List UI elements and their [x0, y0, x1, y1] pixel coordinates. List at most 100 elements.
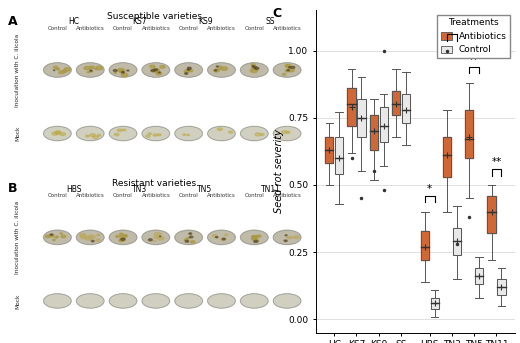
Circle shape	[154, 233, 161, 236]
Circle shape	[215, 70, 217, 71]
Circle shape	[158, 134, 161, 136]
Text: **: **	[491, 157, 502, 167]
Bar	[497, 279, 505, 295]
Bar	[453, 228, 461, 255]
Circle shape	[92, 240, 94, 242]
Circle shape	[285, 70, 290, 72]
Y-axis label: Seed rot severity: Seed rot severity	[274, 130, 284, 213]
Circle shape	[255, 133, 261, 136]
Circle shape	[142, 230, 170, 245]
Circle shape	[187, 134, 189, 135]
Circle shape	[62, 70, 67, 72]
Circle shape	[207, 294, 235, 308]
Circle shape	[120, 238, 125, 241]
Text: B: B	[8, 182, 18, 196]
Text: Antibiotics: Antibiotics	[207, 193, 236, 198]
Circle shape	[60, 233, 62, 234]
Legend: Antibiotics, Control: Antibiotics, Control	[437, 15, 510, 58]
Circle shape	[55, 131, 61, 134]
Text: KS7: KS7	[132, 17, 147, 26]
Circle shape	[53, 239, 55, 240]
Circle shape	[217, 128, 223, 130]
Circle shape	[221, 67, 227, 70]
Circle shape	[229, 131, 233, 133]
Circle shape	[219, 66, 222, 67]
Bar	[335, 137, 343, 174]
Circle shape	[49, 234, 54, 237]
Circle shape	[57, 68, 59, 70]
Circle shape	[154, 69, 158, 71]
Circle shape	[55, 237, 58, 238]
Circle shape	[44, 63, 71, 77]
Circle shape	[121, 235, 127, 238]
Circle shape	[241, 63, 268, 77]
Circle shape	[57, 236, 58, 237]
Text: Antibiotics: Antibiotics	[141, 193, 170, 198]
Circle shape	[207, 126, 235, 141]
Circle shape	[61, 235, 66, 238]
Circle shape	[287, 70, 289, 71]
Circle shape	[124, 235, 127, 237]
Circle shape	[146, 135, 150, 137]
Text: SS: SS	[266, 17, 276, 26]
Circle shape	[282, 73, 286, 75]
Circle shape	[86, 135, 89, 137]
Bar	[347, 88, 356, 126]
Circle shape	[148, 133, 151, 134]
Text: Antibiotics: Antibiotics	[76, 26, 105, 31]
Circle shape	[285, 235, 287, 236]
Circle shape	[142, 126, 170, 141]
Circle shape	[76, 230, 104, 245]
Circle shape	[274, 294, 301, 308]
Circle shape	[285, 64, 290, 67]
Circle shape	[54, 70, 55, 71]
Circle shape	[250, 69, 257, 73]
Text: Resistant varieties: Resistant varieties	[112, 179, 197, 188]
Bar	[325, 137, 333, 164]
Circle shape	[76, 63, 104, 77]
Circle shape	[190, 241, 195, 243]
Circle shape	[160, 66, 165, 68]
Text: HBS: HBS	[66, 185, 82, 194]
Text: Antibiotics: Antibiotics	[272, 193, 302, 198]
Bar	[475, 268, 484, 284]
Circle shape	[109, 63, 137, 77]
Circle shape	[215, 237, 218, 238]
Circle shape	[90, 71, 93, 72]
Circle shape	[185, 73, 188, 74]
Circle shape	[59, 71, 64, 74]
Circle shape	[185, 240, 189, 242]
Bar	[357, 99, 366, 137]
Circle shape	[52, 132, 58, 135]
Circle shape	[64, 68, 71, 71]
Text: Inoculation with C. ilicola: Inoculation with C. ilicola	[15, 33, 20, 107]
Circle shape	[252, 238, 256, 240]
Circle shape	[255, 239, 258, 241]
Circle shape	[241, 126, 268, 141]
Circle shape	[252, 236, 254, 237]
Circle shape	[261, 133, 264, 135]
Circle shape	[90, 134, 95, 137]
Circle shape	[85, 237, 92, 240]
Text: KS9: KS9	[198, 17, 212, 26]
Circle shape	[186, 238, 189, 239]
Circle shape	[160, 236, 161, 237]
Text: Antibiotics: Antibiotics	[141, 26, 170, 31]
Circle shape	[252, 236, 257, 239]
Circle shape	[222, 238, 225, 240]
Circle shape	[97, 134, 101, 136]
Text: Antibiotics: Antibiotics	[76, 193, 105, 198]
Circle shape	[207, 230, 235, 245]
Circle shape	[80, 234, 85, 236]
Circle shape	[115, 235, 120, 237]
Circle shape	[214, 69, 219, 72]
Circle shape	[153, 134, 158, 136]
Circle shape	[216, 66, 218, 67]
Circle shape	[282, 131, 287, 133]
Circle shape	[118, 129, 122, 131]
Circle shape	[95, 68, 98, 70]
Circle shape	[142, 63, 170, 77]
Circle shape	[175, 294, 202, 308]
Circle shape	[142, 294, 170, 308]
Circle shape	[274, 63, 301, 77]
